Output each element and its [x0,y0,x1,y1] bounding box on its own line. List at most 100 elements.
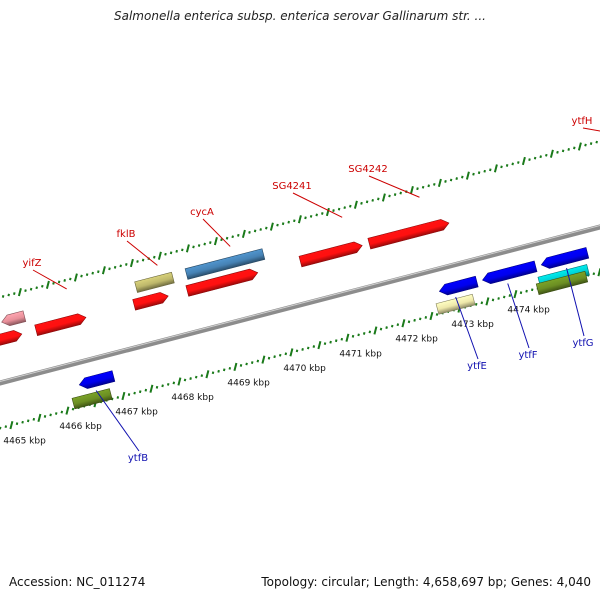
minor-tick [474,302,478,306]
minor-tick [573,146,576,150]
minor-tick [491,298,495,302]
gene-feature[interactable] [134,271,175,293]
gene-arrow[interactable] [184,248,266,280]
minor-tick [35,286,38,290]
gene-feature[interactable] [71,388,113,410]
major-tick [65,406,70,415]
gene-feature[interactable] [185,267,259,297]
minor-tick [26,419,30,423]
gene-arrow[interactable] [132,291,170,311]
scale-label: 4470 kbp [283,364,326,374]
major-tick [597,268,600,277]
major-tick [485,297,490,306]
scale-label: 4465 kbp [3,437,46,447]
gene-feature[interactable] [481,260,538,285]
major-tick [241,229,246,238]
gene-arrow[interactable] [435,293,476,315]
gene-feature[interactable] [0,310,27,328]
gene-feature[interactable] [298,240,364,268]
minor-tick [449,178,453,182]
gene-arrow[interactable] [185,267,259,297]
minor-tick [127,393,131,396]
gene-arrow[interactable] [134,271,175,293]
gene-feature[interactable] [540,247,590,271]
gene-feature[interactable] [34,312,88,336]
minor-tick [295,349,299,353]
minor-tick [133,391,136,395]
minor-tick [416,187,419,191]
major-tick [437,178,442,188]
gene-arrow[interactable] [367,218,450,250]
minor-tick [15,422,19,426]
minor-tick [561,149,565,153]
minor-tick [528,158,531,162]
gene-label: SG4241 [272,181,312,192]
gene-arrow[interactable] [438,275,479,296]
minor-tick [377,197,380,201]
minor-tick [228,366,232,370]
major-tick [317,340,322,350]
gene-feature[interactable] [438,275,479,296]
gene-feature[interactable] [184,248,266,280]
label-leader-line [126,240,158,266]
gene-arrow[interactable] [540,247,590,271]
minor-tick [0,426,2,430]
minor-tick [396,323,400,327]
label-leader-line [582,127,600,132]
label-leader-line [95,390,140,452]
gene-arrow[interactable] [0,329,23,347]
major-tick [9,421,14,430]
minor-tick [166,382,170,386]
gene-feature[interactable] [367,218,450,250]
minor-tick [4,425,8,429]
gene-feature[interactable] [0,329,23,347]
gene-arrow[interactable] [481,260,538,285]
minor-tick [217,369,220,373]
minor-tick [287,220,290,224]
minor-tick [360,201,363,205]
genome-title: Salmonella enterica subsp. enterica sero… [114,9,486,23]
minor-tick [533,156,537,160]
major-tick [373,326,378,335]
accession-label: Accession: NC_011274 [9,575,146,589]
minor-tick [309,214,313,218]
label-leader-line [32,269,67,290]
major-tick [101,266,106,275]
major-tick [409,186,414,195]
gene-arrow[interactable] [78,370,116,391]
major-tick [213,237,218,246]
minor-tick [556,150,559,154]
minor-tick [399,191,402,195]
gene-label: fklB [117,229,136,240]
gene-arrow[interactable] [298,240,364,268]
minor-tick [433,182,436,186]
minor-tick [164,252,167,256]
minor-tick [113,265,117,269]
major-tick [353,200,358,209]
minor-tick [592,272,596,276]
gene-feature[interactable] [435,293,476,315]
minor-tick [435,313,439,316]
minor-tick [253,229,257,233]
major-tick [37,413,42,422]
minor-tick [281,222,285,226]
minor-tick [225,236,229,240]
gene-feature[interactable] [78,370,116,391]
minor-tick [357,333,360,337]
minor-tick [483,169,486,173]
gene-feature[interactable] [132,291,170,311]
minor-tick [194,375,198,379]
minor-tick [351,334,355,338]
minor-tick [589,142,593,145]
gene-arrow[interactable] [0,310,27,328]
gene-arrow[interactable] [71,388,113,410]
minor-tick [57,280,61,284]
minor-tick [385,326,388,330]
minor-tick [500,165,503,169]
gene-arrow[interactable] [34,312,88,336]
minor-tick [24,289,27,293]
minor-tick [7,293,10,297]
gene-features[interactable] [0,147,600,410]
major-tick [149,384,154,393]
